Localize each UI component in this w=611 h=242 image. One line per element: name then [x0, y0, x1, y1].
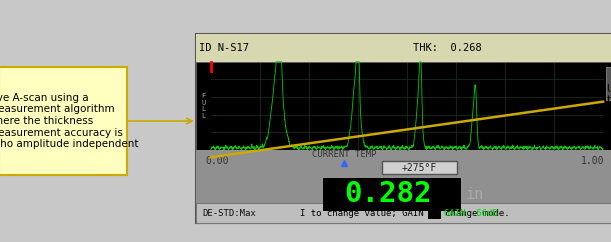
Text: Live A-scan using a
measurement algorithm
where the thickness
measurement accura: Live A-scan using a measurement algorith… — [0, 93, 138, 149]
FancyBboxPatch shape — [381, 161, 457, 174]
Text: 1.00: 1.00 — [581, 156, 604, 166]
Text: GAIN  66dB: GAIN 66dB — [444, 209, 497, 218]
Text: in: in — [466, 187, 484, 202]
FancyBboxPatch shape — [323, 178, 461, 211]
Text: THK:  0.268: THK: 0.268 — [413, 43, 482, 53]
FancyBboxPatch shape — [196, 203, 611, 223]
Text: +275°F: +275°F — [402, 163, 437, 173]
FancyBboxPatch shape — [428, 209, 441, 219]
FancyBboxPatch shape — [606, 67, 611, 100]
Text: ID N-S17: ID N-S17 — [199, 43, 249, 53]
Text: 0.282: 0.282 — [344, 180, 431, 208]
Text: 0.00: 0.00 — [205, 156, 229, 166]
Text: CURRENT TEMP: CURRENT TEMP — [312, 150, 376, 159]
Text: DE-STD:Max: DE-STD:Max — [203, 209, 257, 218]
FancyBboxPatch shape — [196, 34, 611, 223]
Text: User-entered current
temperature at measurement: User-entered current temperature at meas… — [607, 83, 611, 105]
FancyBboxPatch shape — [196, 150, 611, 223]
Text: I to change value; GAIN to change mode.: I to change value; GAIN to change mode. — [300, 209, 510, 218]
FancyBboxPatch shape — [196, 34, 611, 62]
FancyBboxPatch shape — [0, 67, 127, 175]
Text: F
U
L
L: F U L L — [202, 93, 205, 119]
